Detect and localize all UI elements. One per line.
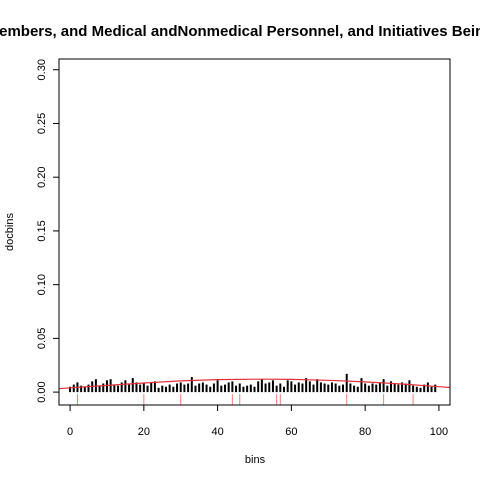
y-axis-label: docbins	[4, 213, 16, 251]
y-tick-label: 0.05	[36, 328, 48, 349]
y-tick-label: 0.00	[36, 381, 48, 402]
x-axis-label: bins	[245, 454, 266, 466]
plot-frame	[58, 58, 451, 406]
y-tick-label: 0.30	[36, 59, 48, 80]
y-tick-label: 0.15	[36, 220, 48, 241]
y-axis: 0.00 0.05 0.10 0.15 0.20 0.25 0.30	[36, 59, 59, 403]
x-tick-label: 20	[138, 426, 150, 438]
curve-line	[58, 378, 451, 390]
bars	[69, 373, 437, 393]
y-tick-label: 0.25	[36, 113, 48, 134]
y-tick-label: 0.10	[36, 274, 48, 295]
rug-marks	[76, 394, 414, 405]
x-tick-label: 80	[359, 426, 371, 438]
x-tick-label: 40	[211, 426, 223, 438]
chart-title: Members, and Medical andNonmedical Perso…	[0, 23, 480, 40]
x-tick-label: 100	[430, 426, 448, 438]
x-tick-label: 60	[285, 426, 297, 438]
x-axis: 0 20 40 60 80 100	[67, 405, 448, 438]
y-tick-label: 0.20	[36, 166, 48, 187]
x-tick-label: 0	[67, 426, 73, 438]
density-curve	[58, 378, 451, 390]
